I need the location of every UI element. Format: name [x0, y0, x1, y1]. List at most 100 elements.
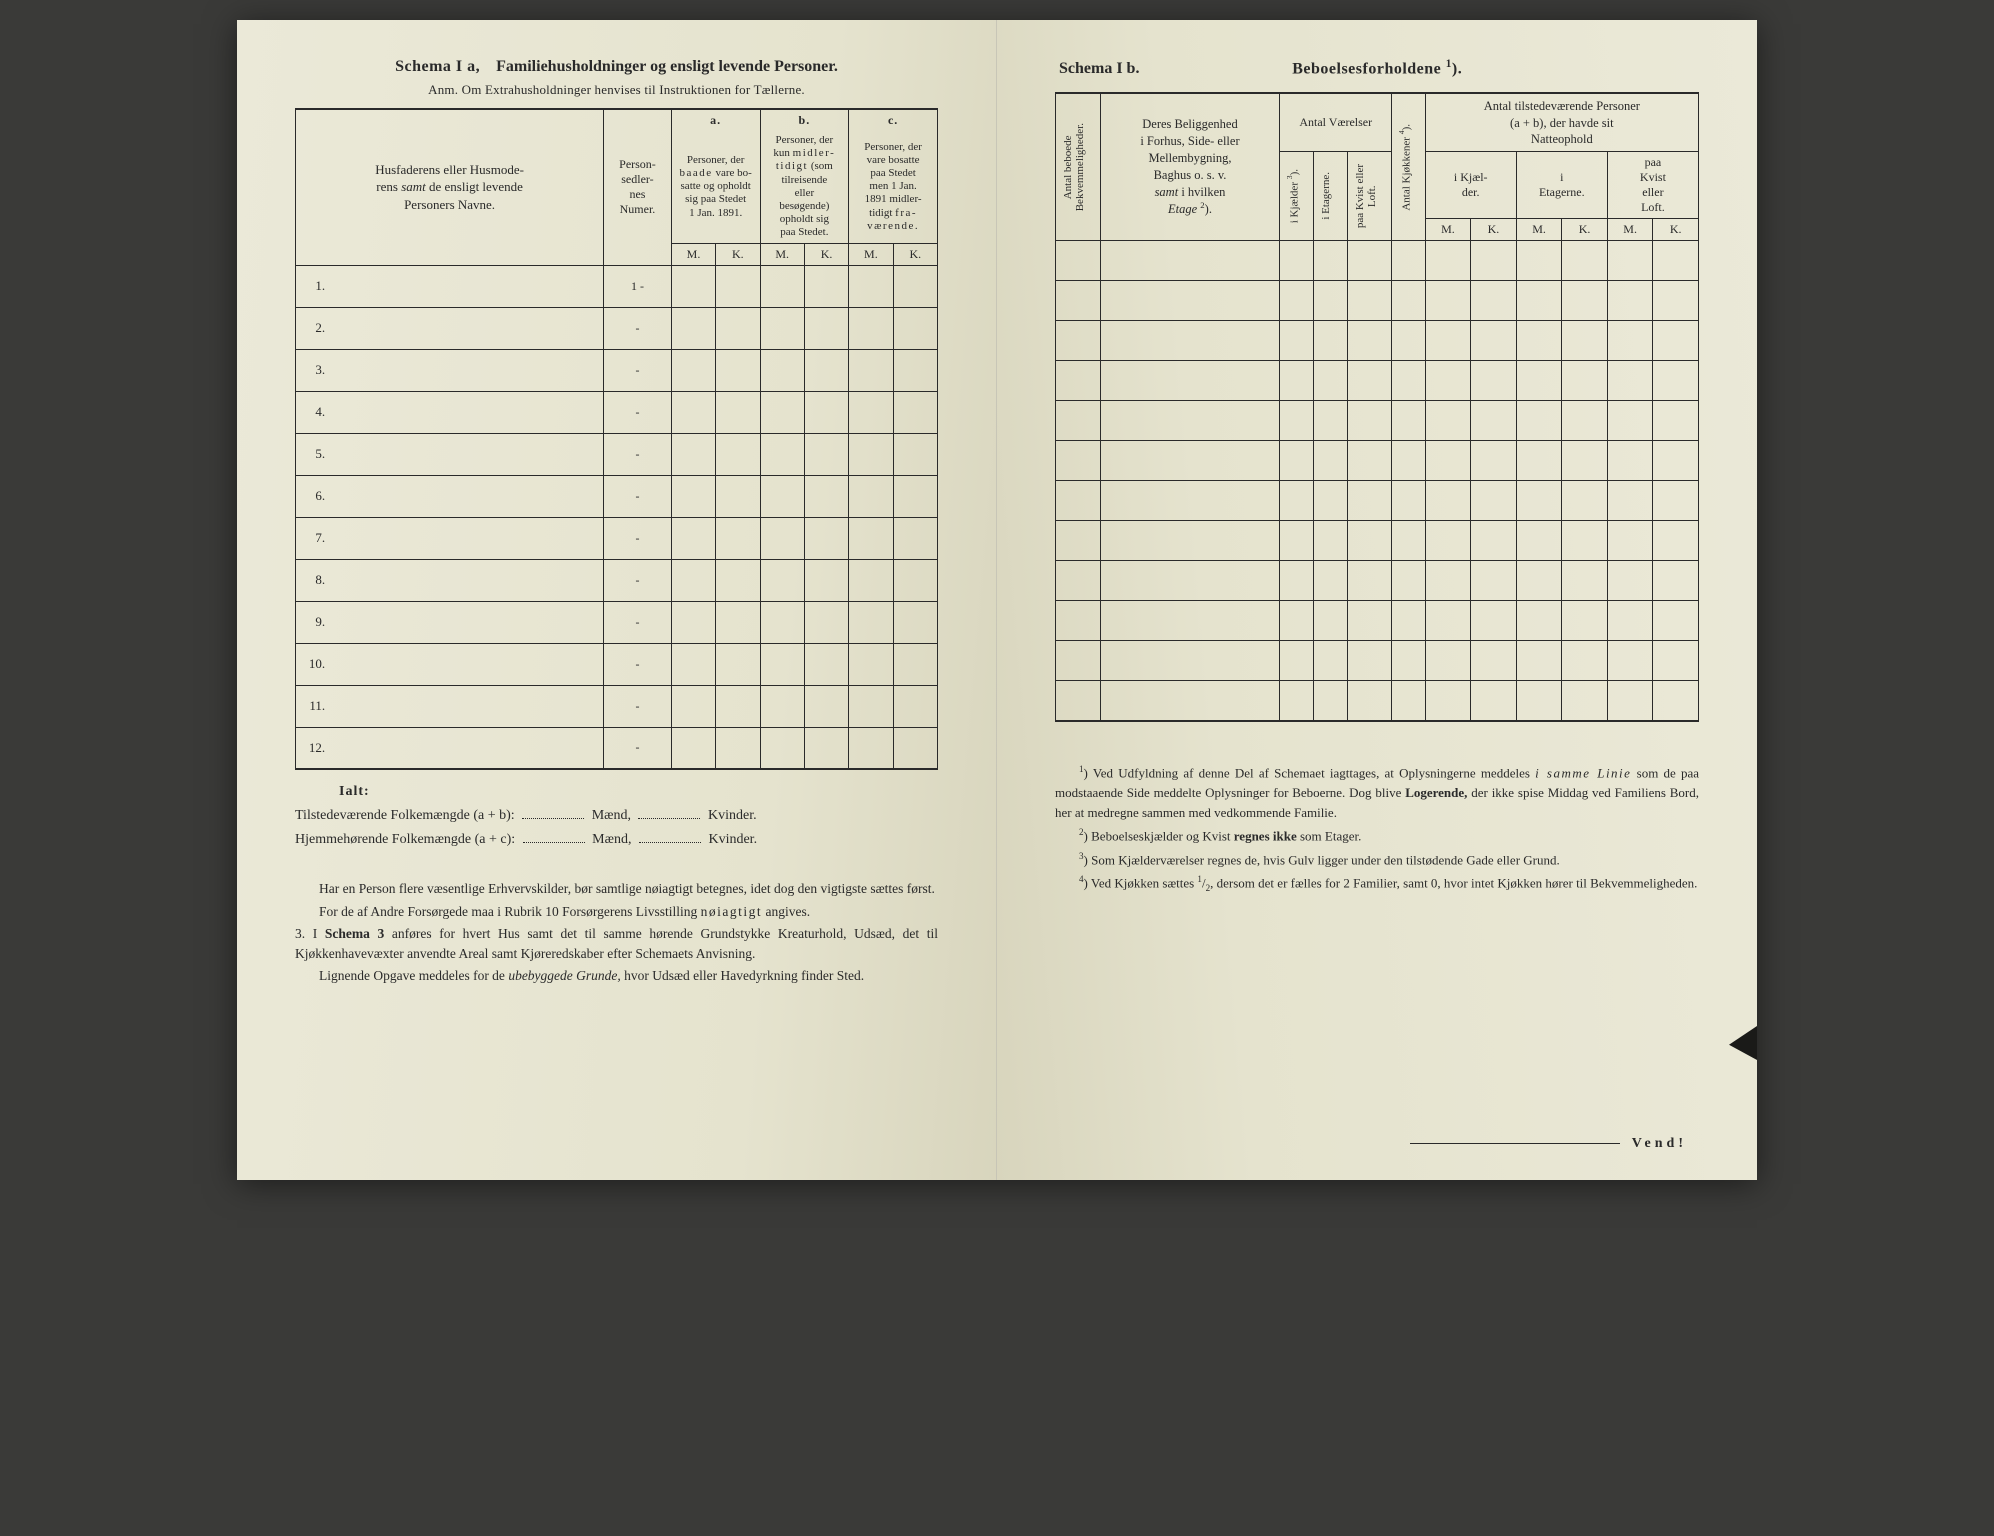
- cell-c-m: [849, 307, 893, 349]
- cell: [1056, 561, 1101, 601]
- cell-name: [335, 685, 603, 727]
- cell-pnum: -: [604, 727, 672, 769]
- cell: [1392, 441, 1426, 481]
- cell: [1562, 561, 1608, 601]
- cell: [1347, 361, 1392, 401]
- row-number: 7.: [296, 517, 336, 559]
- cell: [1471, 281, 1517, 321]
- cell: [1516, 521, 1562, 561]
- cell: [1100, 641, 1280, 681]
- schema-1b-label: Schema I b.: [1059, 60, 1139, 78]
- cell-b-k: [804, 307, 848, 349]
- cell-c-k: [893, 265, 937, 307]
- cell-b-k: [804, 559, 848, 601]
- cell-b-m: [760, 685, 804, 727]
- cell: [1425, 401, 1471, 441]
- col-tilstede: Antal tilstedeværende Personer(a + b), d…: [1425, 93, 1698, 151]
- blank-field: [522, 807, 584, 819]
- cell: [1280, 281, 1314, 321]
- cell-c-m: [849, 391, 893, 433]
- page-right: Schema I b. Beboelsesforholdene 1). Anta…: [997, 20, 1757, 1180]
- table-row: [1056, 521, 1699, 561]
- footnote-3: 3) Som Kjælderværelser regnes de, hvis G…: [1055, 849, 1699, 870]
- para-2: For de af Andre Forsørgede maa i Rubrik …: [295, 902, 938, 922]
- cell: [1471, 561, 1517, 601]
- cell-c-k: [893, 391, 937, 433]
- cell: [1471, 321, 1517, 361]
- cell-b-k: [804, 475, 848, 517]
- table-row: [1056, 281, 1699, 321]
- cell: [1562, 641, 1608, 681]
- cell-c-m: [849, 559, 893, 601]
- cell-b-m: [760, 265, 804, 307]
- cell: [1425, 361, 1471, 401]
- cell-pnum: -: [604, 307, 672, 349]
- cell: [1516, 241, 1562, 281]
- cell: [1313, 441, 1347, 481]
- cell: [1471, 601, 1517, 641]
- table-row: 1.1 -: [296, 265, 938, 307]
- cell-b-k: [804, 265, 848, 307]
- cell: [1471, 641, 1517, 681]
- cell: [1516, 281, 1562, 321]
- cell: [1425, 281, 1471, 321]
- cell-b-m: [760, 727, 804, 769]
- cell: [1347, 241, 1392, 281]
- table-row: 4.-: [296, 391, 938, 433]
- table-row: 3.-: [296, 349, 938, 391]
- cell-c-m: [849, 265, 893, 307]
- cell: [1280, 601, 1314, 641]
- row-number: 6.: [296, 475, 336, 517]
- cell-a-m: [671, 727, 715, 769]
- blank-field: [639, 831, 701, 843]
- para-1: Har en Person flere væsentlige Erhvervsk…: [295, 879, 938, 899]
- cell: [1425, 241, 1471, 281]
- cell-c-m: [849, 643, 893, 685]
- table-row: 5.-: [296, 433, 938, 475]
- schema-1a-title: Schema I a, Familiehusholdninger og ensl…: [295, 58, 938, 76]
- cell-a-k: [716, 643, 760, 685]
- cell: [1562, 521, 1608, 561]
- cell: [1100, 561, 1280, 601]
- cell: [1056, 481, 1101, 521]
- book-spread: Schema I a, Familiehusholdninger og ensl…: [237, 20, 1757, 1180]
- cell: [1313, 561, 1347, 601]
- col-kv-k: K.: [1653, 219, 1699, 241]
- cell: [1562, 601, 1608, 641]
- cell: [1562, 441, 1608, 481]
- cell-a-m: [671, 391, 715, 433]
- cell-c-k: [893, 727, 937, 769]
- table-row: 11.-: [296, 685, 938, 727]
- blank-field: [523, 831, 585, 843]
- table-row: [1056, 561, 1699, 601]
- cell: [1347, 601, 1392, 641]
- table-row: [1056, 601, 1699, 641]
- cell: [1280, 641, 1314, 681]
- cell-name: [335, 475, 603, 517]
- cell-a-k: [716, 265, 760, 307]
- cell: [1100, 441, 1280, 481]
- cell: [1280, 681, 1314, 721]
- cell: [1100, 681, 1280, 721]
- col-natt-kvist: paaKvistellerLoft.: [1607, 152, 1698, 219]
- table-row: 7.-: [296, 517, 938, 559]
- cell-pnum: -: [604, 433, 672, 475]
- col-c-text: Personer, dervare bosattepaa Stedetmen 1…: [849, 131, 938, 243]
- cell-a-m: [671, 685, 715, 727]
- cell: [1425, 561, 1471, 601]
- footnote-2: 2) Beboelseskjælder og Kvist regnes ikke…: [1055, 825, 1699, 846]
- cell-name: [335, 265, 603, 307]
- cell: [1471, 481, 1517, 521]
- cell-c-m: [849, 475, 893, 517]
- row-number: 1.: [296, 265, 336, 307]
- cell-c-k: [893, 349, 937, 391]
- cell: [1056, 321, 1101, 361]
- cell: [1471, 401, 1517, 441]
- cell: [1056, 441, 1101, 481]
- cell-c-k: [893, 601, 937, 643]
- page-left: Schema I a, Familiehusholdninger og ensl…: [237, 20, 997, 1180]
- cell: [1653, 601, 1699, 641]
- cell: [1056, 641, 1101, 681]
- cell: [1653, 561, 1699, 601]
- cell: [1392, 241, 1426, 281]
